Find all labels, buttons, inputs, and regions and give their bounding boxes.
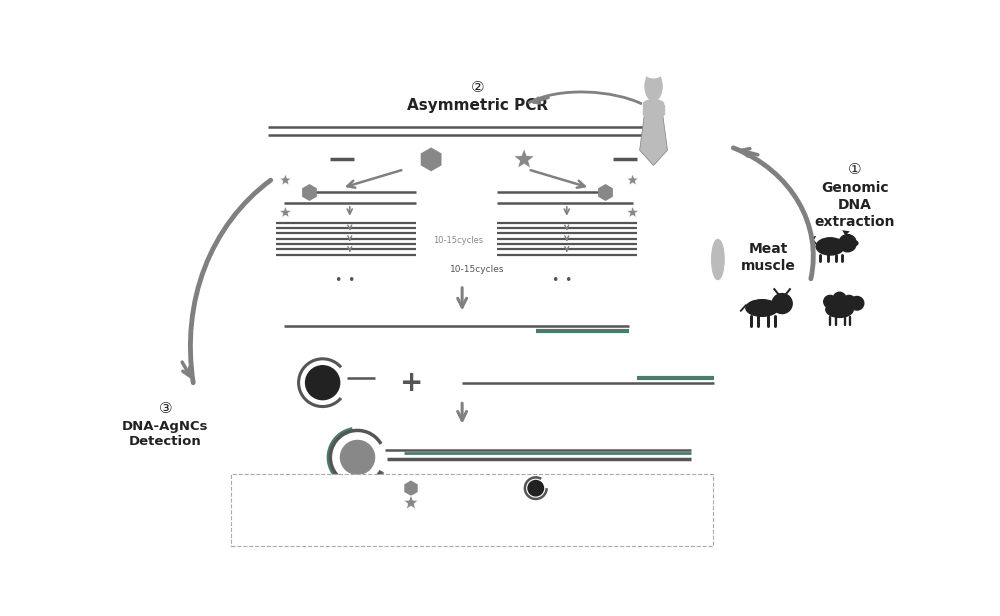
Polygon shape [280,206,291,217]
Circle shape [839,235,856,252]
Text: DNA-AgNCs: DNA-AgNCs [122,420,209,433]
Circle shape [833,292,846,305]
Polygon shape [421,147,442,171]
FancyBboxPatch shape [231,474,713,546]
Circle shape [306,366,340,400]
Polygon shape [404,480,418,496]
Circle shape [772,294,792,314]
Polygon shape [598,184,613,201]
Polygon shape [640,115,668,166]
Text: ②: ② [471,80,484,95]
Circle shape [850,296,864,310]
Ellipse shape [645,71,662,101]
Text: Forward  Primer: Forward Primer [268,483,348,493]
Polygon shape [404,495,418,509]
Circle shape [843,296,855,308]
Text: Detection: Detection [129,436,202,448]
Circle shape [528,480,544,496]
Ellipse shape [746,299,778,316]
Text: Reverse  Primer: Reverse Primer [268,498,347,508]
Text: •: • [334,274,342,287]
Text: 10-15cycles: 10-15cycles [450,265,505,274]
Text: DNA-AgNCs: DNA-AgNCs [548,483,606,493]
Ellipse shape [643,100,664,108]
Text: Genomic: Genomic [821,181,889,195]
Ellipse shape [816,238,844,255]
Ellipse shape [826,302,853,317]
Text: dNTPs: dNTPs [423,498,454,508]
Polygon shape [514,148,534,168]
Circle shape [824,296,836,308]
Ellipse shape [643,110,664,118]
Text: ①: ① [848,162,862,177]
Circle shape [340,440,375,474]
Ellipse shape [852,241,858,245]
Bar [643,105,664,114]
Text: poly G: poly G [268,528,300,538]
Polygon shape [842,230,850,235]
Text: muscle: muscle [741,259,796,274]
Text: 10-15cycles: 10-15cycles [433,236,483,245]
Polygon shape [627,174,639,185]
Text: •: • [551,274,559,287]
Text: ③: ③ [158,400,172,416]
Text: •: • [348,274,355,287]
Polygon shape [280,174,291,185]
Ellipse shape [646,68,661,78]
Text: DNA: DNA [838,198,872,212]
Text: Asymmetric PCR: Asymmetric PCR [407,98,548,113]
Text: Meat: Meat [749,243,788,256]
Text: Complementary sequences of Reverse  Primer: Complementary sequences of Reverse Prime… [432,513,663,522]
Text: extraction: extraction [815,215,895,229]
Text: Taq DNA Polymerase: Taq DNA Polymerase [423,483,526,493]
Text: •: • [565,274,572,287]
Text: poly C: poly C [268,513,299,522]
Polygon shape [302,184,317,201]
Text: +: + [400,369,423,397]
Ellipse shape [712,240,724,280]
Polygon shape [627,206,639,217]
